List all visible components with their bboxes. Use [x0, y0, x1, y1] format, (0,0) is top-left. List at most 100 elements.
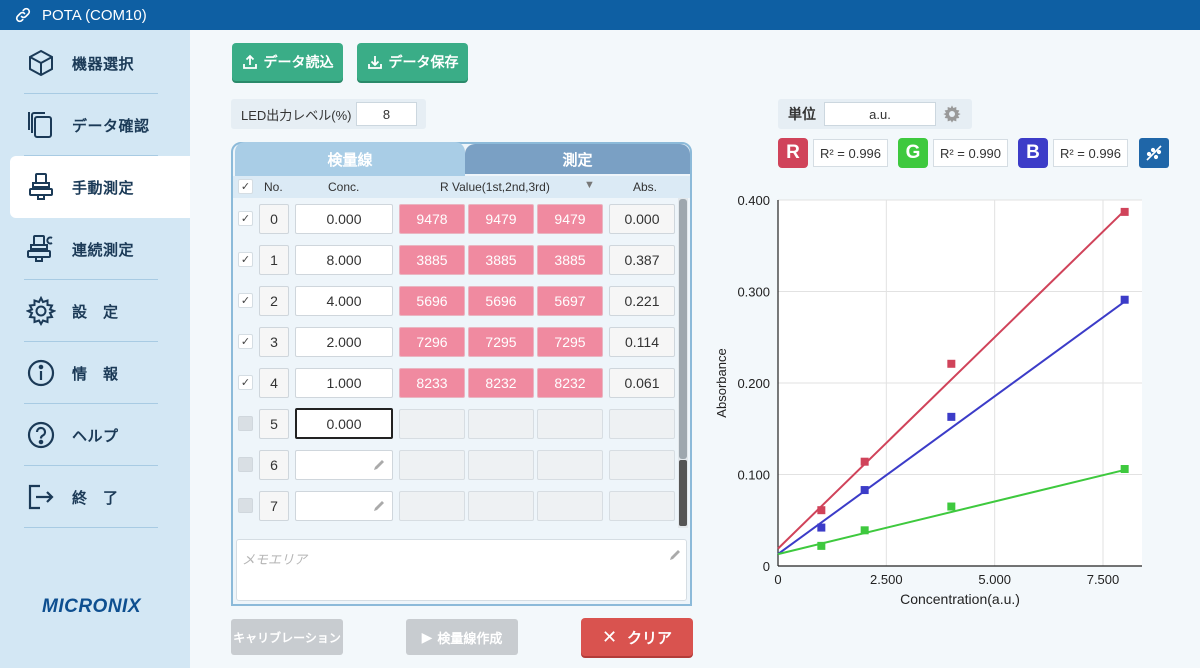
pencil-icon: [670, 550, 680, 560]
row-checkbox[interactable]: [238, 457, 253, 472]
row-checkbox[interactable]: [238, 498, 253, 513]
unit-input[interactable]: a.u.: [824, 102, 936, 126]
data-point: [1120, 465, 1129, 474]
r-value-2: 8232: [468, 368, 534, 398]
fit-line-icon: [1146, 145, 1162, 161]
unit-group: 単位 a.u.: [778, 99, 972, 129]
conc-input[interactable]: [295, 450, 393, 480]
data-point: [817, 541, 826, 550]
led-level-input[interactable]: 8: [356, 102, 417, 126]
conc-input[interactable]: [295, 491, 393, 521]
pencil-icon: [374, 501, 384, 511]
sidebar-item-label: ヘルプ: [72, 427, 119, 445]
row-no: 1: [259, 245, 289, 275]
fit-line: [777, 468, 1125, 556]
blue-r2-value: R² = 0.996: [1053, 139, 1128, 167]
fit-line-button[interactable]: [1139, 138, 1169, 168]
data-point: [1120, 207, 1129, 216]
data-save-button[interactable]: データ保存: [357, 43, 468, 81]
sidebar-item-label: 終 了: [72, 489, 119, 507]
r-value-3: 3885: [537, 245, 603, 275]
r-value-1: 5696: [399, 286, 465, 316]
scrollbar-thumb[interactable]: [679, 199, 687, 459]
scrollbar-thumb-dark[interactable]: [679, 460, 687, 526]
row-checkbox[interactable]: ✓: [238, 293, 253, 308]
create-curve-button[interactable]: ▶ 検量線作成: [406, 619, 518, 655]
gear-icon[interactable]: [942, 104, 962, 124]
sidebar-item-continuous-measure[interactable]: 連続測定: [10, 218, 190, 280]
fit-line: [777, 300, 1126, 555]
sidebar-item-manual-measure[interactable]: 手動測定: [10, 156, 190, 218]
data-point: [860, 457, 869, 466]
data-point: [947, 412, 956, 421]
y-tick-label: 0: [763, 559, 770, 574]
data-point: [860, 486, 869, 495]
exit-icon: [24, 480, 58, 514]
abs-value: [609, 450, 675, 480]
row-no: 3: [259, 327, 289, 357]
green-r2-value: R² = 0.990: [933, 139, 1008, 167]
tab-measurement[interactable]: 測定: [465, 144, 690, 174]
sidebar-item-label: 連続測定: [72, 241, 135, 259]
y-tick-label: 0.200: [737, 376, 770, 391]
sidebar-item-device-select[interactable]: 機器選択: [10, 32, 190, 94]
row-checkbox[interactable]: ✓: [238, 375, 253, 390]
data-load-button[interactable]: データ読込: [232, 43, 343, 81]
unit-label: 単位: [788, 106, 816, 122]
row-checkbox[interactable]: ✓: [238, 252, 253, 267]
y-tick-label: 0.100: [737, 468, 770, 483]
row-checkbox[interactable]: ✓: [238, 211, 253, 226]
abs-value: [609, 409, 675, 439]
x-tick-label: 5.000: [978, 572, 1011, 587]
row-checkbox[interactable]: ✓: [238, 334, 253, 349]
abs-value: 0.000: [609, 204, 675, 234]
conc-input[interactable]: 0.000: [295, 204, 393, 234]
conc-input[interactable]: 8.000: [295, 245, 393, 275]
clear-button[interactable]: ✕ クリア: [581, 618, 693, 656]
continuous-measure-icon: [24, 232, 58, 266]
green-channel-button[interactable]: G: [898, 138, 928, 168]
conc-input[interactable]: 0.000: [295, 408, 393, 439]
r-value-3: 8232: [537, 368, 603, 398]
sidebar-item-info[interactable]: 情 報: [10, 342, 190, 404]
window-title: POTA (COM10): [42, 6, 147, 24]
header-rvalue: R Value(1st,2nd,3rd): [440, 180, 550, 194]
r-value-3: [537, 409, 603, 439]
upload-icon: [242, 54, 257, 69]
r-value-1: 7296: [399, 327, 465, 357]
blue-channel-button[interactable]: B: [1018, 138, 1048, 168]
conc-input[interactable]: 4.000: [295, 286, 393, 316]
r-value-1: 9478: [399, 204, 465, 234]
r-value-2: 3885: [468, 245, 534, 275]
conc-input[interactable]: 2.000: [295, 327, 393, 357]
calibration-button[interactable]: キャリブレーション: [231, 619, 343, 655]
row-no: 5: [259, 409, 289, 439]
x-tick-label: 0: [774, 572, 781, 587]
row-checkbox[interactable]: [238, 416, 253, 431]
conc-input[interactable]: 1.000: [295, 368, 393, 398]
r-value-3: [537, 450, 603, 480]
data-point: [947, 359, 956, 368]
data-point: [947, 502, 956, 511]
tab-calibration[interactable]: 検量線: [235, 142, 465, 176]
row-no: 0: [259, 204, 289, 234]
sidebar-item-data-check[interactable]: データ確認: [10, 94, 190, 156]
header-abs: Abs.: [633, 180, 658, 194]
sidebar-item-help[interactable]: ヘルプ: [10, 404, 190, 466]
sidebar-item-settings[interactable]: 設 定: [10, 280, 190, 342]
close-icon: ✕: [601, 626, 618, 647]
play-icon: ▶: [421, 628, 433, 645]
fit-line: [777, 209, 1126, 550]
memo-area[interactable]: [236, 539, 687, 601]
red-channel-button[interactable]: R: [778, 138, 808, 168]
data-point: [817, 506, 826, 515]
sidebar-item-exit[interactable]: 終 了: [10, 466, 190, 528]
red-r2-value: R² = 0.996: [813, 139, 888, 167]
r-value-2: 5696: [468, 286, 534, 316]
r-value-1: [399, 450, 465, 480]
dropdown-triangle-icon[interactable]: ▼: [584, 179, 595, 191]
select-all-checkbox[interactable]: ✓: [238, 179, 253, 194]
data-point: [860, 526, 869, 535]
r-value-2: [468, 491, 534, 521]
link-icon: [15, 7, 31, 23]
